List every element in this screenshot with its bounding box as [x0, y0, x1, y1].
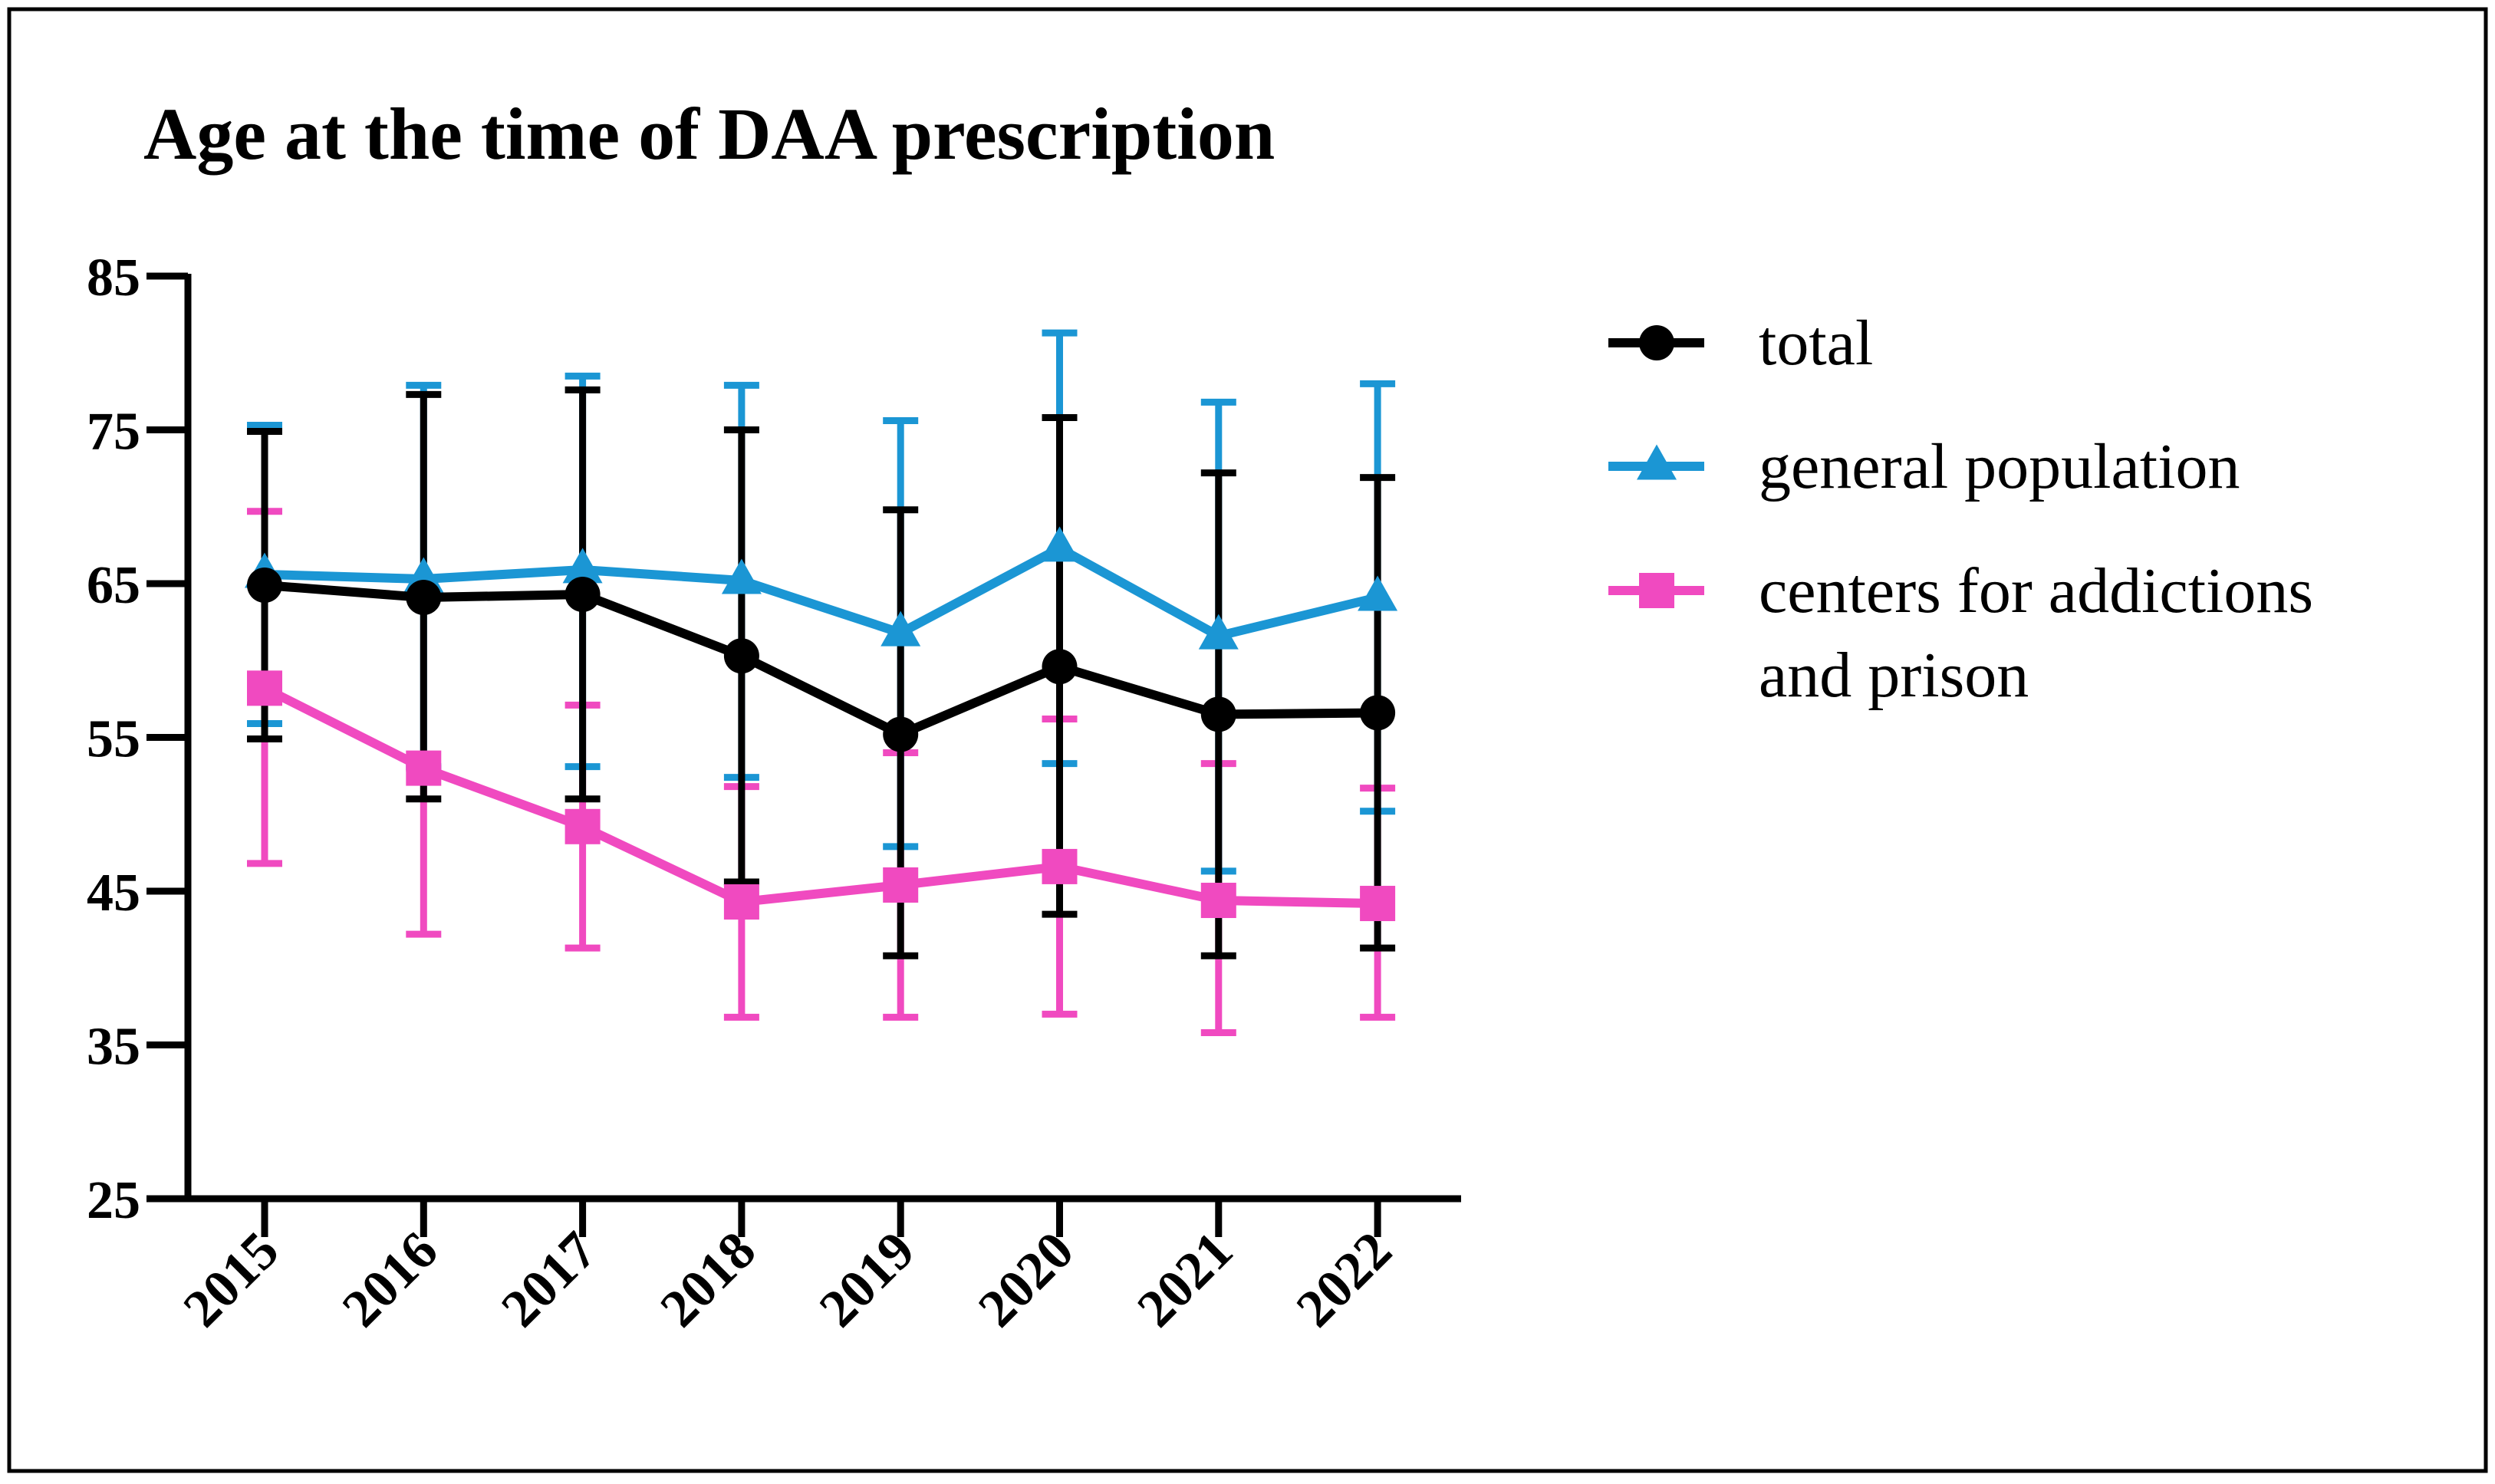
data-point-total: [406, 580, 442, 616]
legend-marker-total: [1639, 325, 1674, 360]
data-point-centers-for-addictions-and-prison: [1200, 883, 1236, 919]
data-point-total: [1360, 695, 1396, 731]
data-point-total: [247, 568, 282, 604]
data-point-general-population: [1358, 575, 1398, 611]
data-point-total: [723, 638, 759, 674]
data-point-total: [1042, 649, 1078, 685]
legend-label: general population: [1759, 431, 2240, 502]
data-point-general-population: [562, 548, 603, 584]
data-series: [245, 526, 1398, 922]
y-tick-label: 65: [87, 556, 140, 615]
data-point-centers-for-addictions-and-prison: [247, 670, 282, 706]
series-line-general-population: [264, 543, 1379, 641]
data-point-total: [565, 577, 601, 613]
legend-label: and prison: [1759, 640, 2029, 711]
y-tick-label: 85: [87, 248, 140, 308]
y-tick-label: 45: [87, 864, 140, 923]
data-point-centers-for-addictions-and-prison: [565, 808, 601, 844]
data-point-centers-for-addictions-and-prison: [1042, 848, 1078, 884]
legend: total general population centers for addic…: [1608, 308, 2313, 711]
data-point-general-population: [1198, 614, 1239, 650]
data-point-general-population: [721, 558, 762, 594]
data-point-centers-for-addictions-and-prison: [883, 867, 919, 903]
legend-marker-general-population: [1637, 444, 1677, 480]
data-point-centers-for-addictions-and-prison: [723, 884, 759, 920]
data-point-total: [883, 716, 919, 752]
y-tick-label: 55: [87, 710, 140, 769]
series-line-centers-for-addictions-and-prison: [262, 683, 1378, 909]
data-point-total: [1200, 696, 1236, 732]
data-point-centers-for-addictions-and-prison: [406, 750, 442, 786]
y-tick-label: 25: [87, 1171, 140, 1230]
data-point-general-population: [1039, 526, 1080, 562]
y-tick-label: 35: [87, 1018, 140, 1077]
series-line-total: [264, 581, 1378, 739]
chart-title: Age at the time of DAA prescription: [143, 93, 1275, 175]
y-tick-label: 75: [87, 403, 140, 462]
legend-marker-centers-for-addictions-and-prison: [1639, 573, 1674, 608]
legend-label: centers for addictions: [1759, 555, 2313, 627]
legend-label: total: [1759, 308, 1873, 379]
error-bars: [247, 329, 1396, 1036]
data-point-general-population: [880, 610, 921, 647]
data-point-centers-for-addictions-and-prison: [1360, 886, 1396, 922]
